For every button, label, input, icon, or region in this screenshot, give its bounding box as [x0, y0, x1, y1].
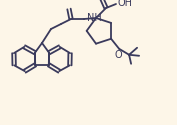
- Text: OH: OH: [118, 0, 133, 8]
- Text: NH: NH: [87, 13, 102, 23]
- Text: O: O: [114, 50, 122, 60]
